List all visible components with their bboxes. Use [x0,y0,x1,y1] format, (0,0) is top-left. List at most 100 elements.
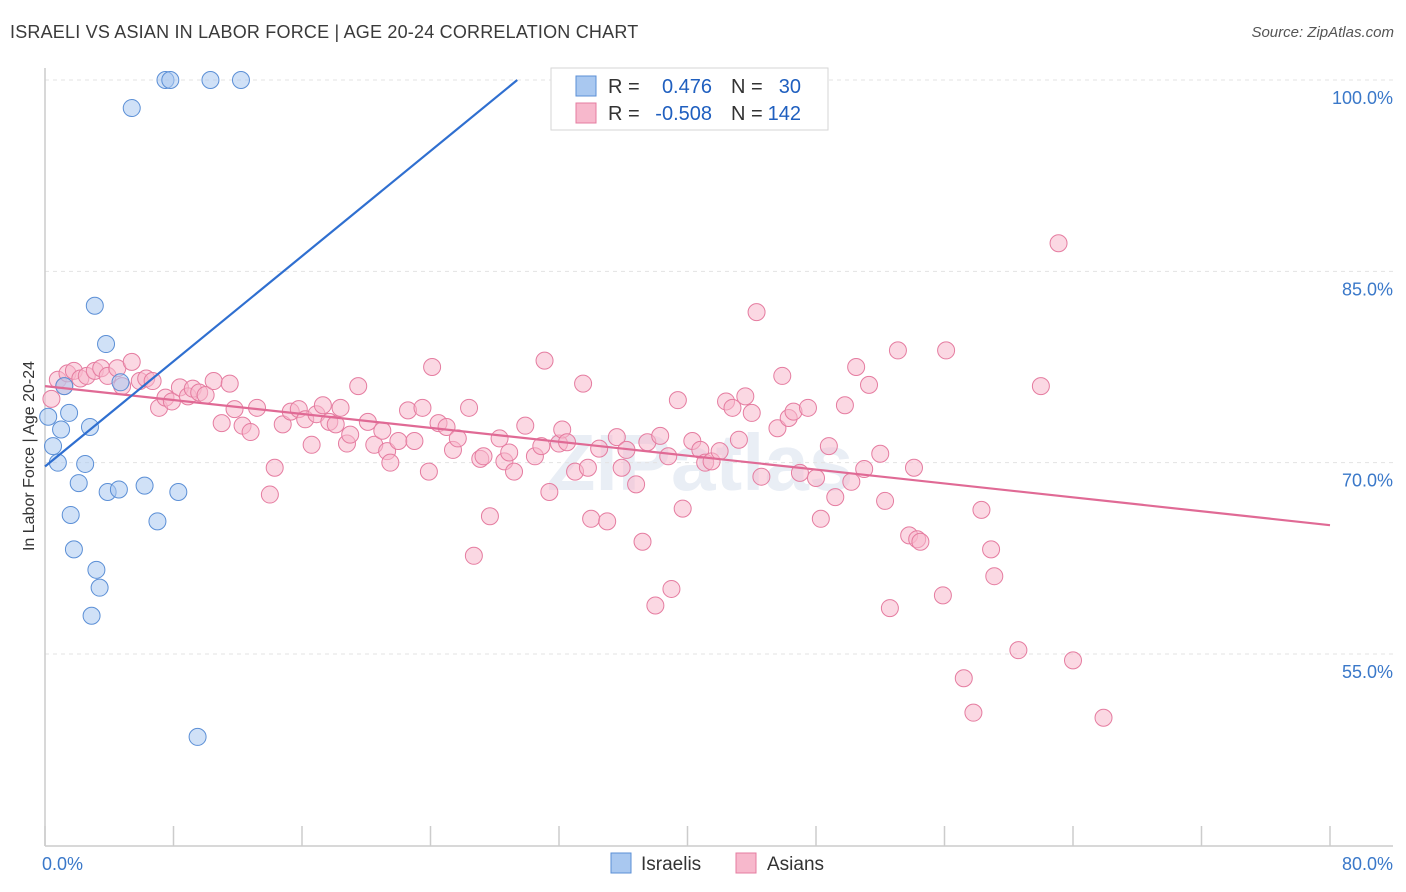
israelis-point [148,512,167,531]
asians-point [710,442,729,461]
asians-point [612,458,631,477]
asians-point [204,372,223,391]
israelis-point [61,505,80,524]
asians-point [389,431,408,450]
asians-point [826,488,845,507]
asians-point [1009,641,1028,660]
israelis-point [169,483,188,502]
asians-point [673,499,692,518]
asians-point [835,396,854,415]
asians-trend-line [44,385,1331,527]
y-tick-labels: 55.0% 70.0% 85.0% 100.0% [1332,88,1393,682]
asians-point [876,491,895,510]
asians-point [341,425,360,444]
x-tick-label-max: 80.0% [1342,854,1393,874]
israelis-r-value: 0.476 [662,76,712,98]
israelis-point [64,540,83,559]
asians-n-value: 142 [768,103,801,125]
asians-point [633,532,652,551]
israelis-series [39,71,250,746]
asians-point [954,669,973,688]
israelis-point [111,373,130,392]
israelis-point [135,476,154,495]
asians-point [662,579,681,598]
asians-point [911,532,930,551]
israelis-n-value: 30 [779,76,801,98]
asians-point [574,374,593,393]
asians-point [819,437,838,456]
asians-point [349,377,368,396]
asians-point [474,447,493,466]
asians-point [742,403,761,422]
asians-point [1031,377,1050,396]
asians-point [590,439,609,458]
asians-point [241,423,260,442]
asians-point [212,414,231,433]
asians-point [768,419,787,438]
asians-series [42,234,1113,727]
asians-point [535,351,554,370]
israelis-point [122,99,141,118]
asians-point [933,586,952,605]
israelis-point [97,335,116,354]
asians-point [736,387,755,406]
asians-point [464,546,483,565]
asians-point [582,509,601,528]
asians-point [1094,708,1113,727]
asians-point [607,428,626,447]
asians-point [516,416,535,435]
asians-point [659,447,678,466]
asians-point [964,703,983,722]
israelis-point [52,420,71,439]
asians-point [273,415,292,434]
asians-point [505,462,524,481]
asians-point [578,458,597,477]
asians-point [747,303,766,322]
asians-point [480,507,499,526]
asians-n-label: N = [731,103,763,125]
asians-point [807,468,825,487]
asians-point [972,500,991,519]
y-tick-label: 85.0% [1342,279,1393,299]
x-ticks [44,826,1331,846]
asians-point [1064,651,1082,670]
asians-r-label: R = [608,103,640,125]
asians-point [888,341,907,360]
y-tick-label: 100.0% [1332,88,1393,108]
asians-point [842,472,861,491]
asians-point [532,437,551,456]
asians-point [326,415,345,434]
asians-point [937,341,956,360]
asians-point [220,374,239,393]
asians-point [904,458,923,477]
asians-point [847,358,866,376]
asians-point [646,596,665,615]
israelis-point [69,474,88,493]
asians-legend-swatch [575,102,597,124]
israelis-point [55,377,74,396]
grid-lines [45,79,1393,655]
source-label: Source: ZipAtlas.com [1251,24,1394,41]
asians-point [1049,234,1068,253]
asians-point [729,430,748,449]
asians-point [413,398,432,417]
asians-point [437,417,456,436]
israelis-legend-swatch [575,75,597,97]
asians-point [260,485,279,504]
y-tick-label: 70.0% [1342,471,1393,491]
asians-point [860,375,879,394]
israelis-point [44,437,63,456]
asians-point [598,512,617,531]
chart-title: ISRAELI VS ASIAN IN LABOR FORCE | AGE 20… [10,22,639,42]
asians-point [985,567,1004,586]
asians-point [460,398,479,417]
series-legend: Israelis Asians [610,852,824,875]
asians-point [265,458,284,477]
asians-legend-label: Asians [767,854,824,875]
israelis-point [161,71,180,89]
israelis-point [231,71,250,89]
israelis-bottom-swatch [610,852,632,874]
asians-point [225,400,244,419]
israelis-point [82,606,101,625]
